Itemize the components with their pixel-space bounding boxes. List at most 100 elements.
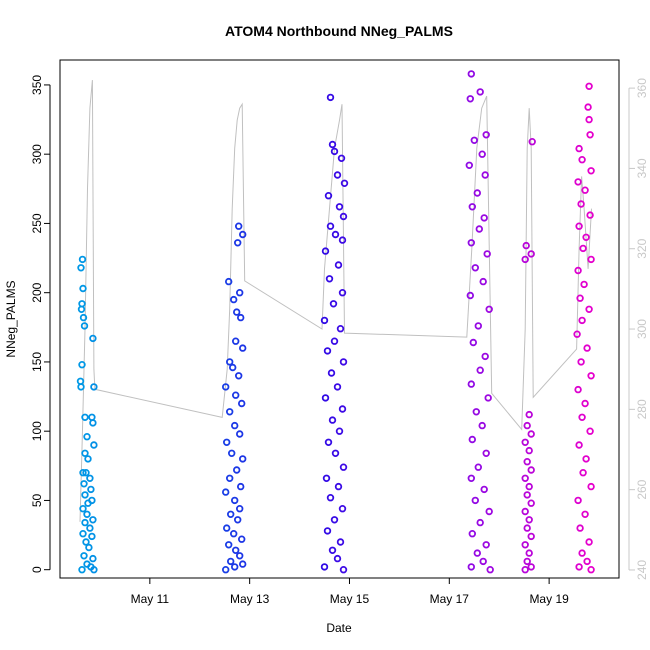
data-point xyxy=(79,313,88,322)
data-point xyxy=(89,554,97,563)
x-tick-label: May 17 xyxy=(430,592,470,606)
data-point xyxy=(84,499,92,507)
data-point xyxy=(472,408,480,416)
data-point xyxy=(525,482,533,491)
data-point xyxy=(326,93,335,102)
data-point xyxy=(84,455,92,463)
data-point xyxy=(338,289,347,297)
data-point xyxy=(80,480,88,488)
data-point xyxy=(580,280,588,289)
data-point xyxy=(230,496,239,505)
data-point xyxy=(328,140,337,149)
data-point xyxy=(86,524,94,532)
data-point xyxy=(78,566,86,574)
y-tick-label: 350 xyxy=(30,75,44,95)
data-point xyxy=(521,255,529,264)
data-point xyxy=(467,474,475,482)
data-point xyxy=(323,527,332,535)
y2-tick-label: 320 xyxy=(635,238,649,258)
data-point xyxy=(467,70,475,78)
data-point xyxy=(89,334,97,343)
data-point xyxy=(339,358,348,366)
data-point xyxy=(575,144,583,153)
data-point xyxy=(527,466,535,474)
data-point xyxy=(473,189,481,197)
data-point xyxy=(339,463,348,471)
data-point xyxy=(233,239,242,247)
data-point xyxy=(232,466,241,474)
data-point xyxy=(326,494,335,502)
data-point xyxy=(474,463,482,471)
data-point xyxy=(79,284,87,293)
data-point xyxy=(585,115,593,124)
data-point xyxy=(238,344,247,352)
y-tick-label: 0 xyxy=(30,566,44,573)
data-point xyxy=(582,233,590,241)
data-point xyxy=(88,532,96,541)
data-point xyxy=(474,322,482,330)
data-point xyxy=(583,344,591,352)
data-point xyxy=(476,88,484,96)
data-point xyxy=(336,325,345,333)
data-point xyxy=(483,250,491,258)
y2-tick-label: 280 xyxy=(635,399,649,419)
data-point xyxy=(585,305,593,313)
data-point xyxy=(321,247,330,255)
data-point xyxy=(89,516,97,524)
data-point xyxy=(83,510,91,518)
data-point xyxy=(82,469,90,477)
y2-tick-label: 260 xyxy=(635,479,649,499)
data-point xyxy=(339,212,348,221)
data-point xyxy=(236,313,245,322)
data-point xyxy=(228,363,237,372)
data-point xyxy=(527,532,535,541)
data-point xyxy=(470,136,478,144)
data-point xyxy=(574,178,582,186)
data-point xyxy=(469,338,477,347)
data-point xyxy=(528,137,536,146)
data-point xyxy=(237,535,246,543)
data-point xyxy=(231,546,240,554)
data-point xyxy=(478,421,486,430)
data-point xyxy=(468,435,476,444)
data-point xyxy=(523,458,531,466)
data-point xyxy=(467,239,475,247)
data-point xyxy=(521,541,529,549)
data-point xyxy=(333,171,342,179)
data-point xyxy=(78,255,87,264)
data-point xyxy=(235,289,244,297)
data-point xyxy=(339,566,348,574)
data-point xyxy=(585,82,593,90)
data-point xyxy=(583,557,591,566)
data-point xyxy=(584,103,592,111)
data-point xyxy=(89,419,97,427)
data-point xyxy=(486,566,494,574)
data-point xyxy=(586,211,594,219)
data-point xyxy=(481,352,489,361)
data-point xyxy=(79,530,87,538)
data-point xyxy=(338,505,347,513)
data-point xyxy=(587,482,595,491)
data-point xyxy=(87,485,95,494)
data-point xyxy=(587,255,595,264)
data-point xyxy=(581,510,589,518)
data-point xyxy=(467,563,475,571)
data-point xyxy=(330,516,339,524)
x-axis-label: Date xyxy=(326,621,352,635)
data-point xyxy=(229,295,238,304)
data-point xyxy=(224,277,233,286)
data-point xyxy=(577,358,585,366)
data-point xyxy=(465,161,473,169)
data-point xyxy=(83,433,91,441)
data-point xyxy=(79,469,87,477)
y2-tick-label: 300 xyxy=(635,319,649,339)
data-point xyxy=(471,264,479,272)
data-point xyxy=(525,446,533,455)
data-point xyxy=(233,516,242,524)
data-point xyxy=(225,358,234,366)
y-tick-label: 50 xyxy=(30,493,44,507)
data-point xyxy=(574,496,582,505)
data-point xyxy=(576,294,584,302)
data-point xyxy=(523,421,531,430)
